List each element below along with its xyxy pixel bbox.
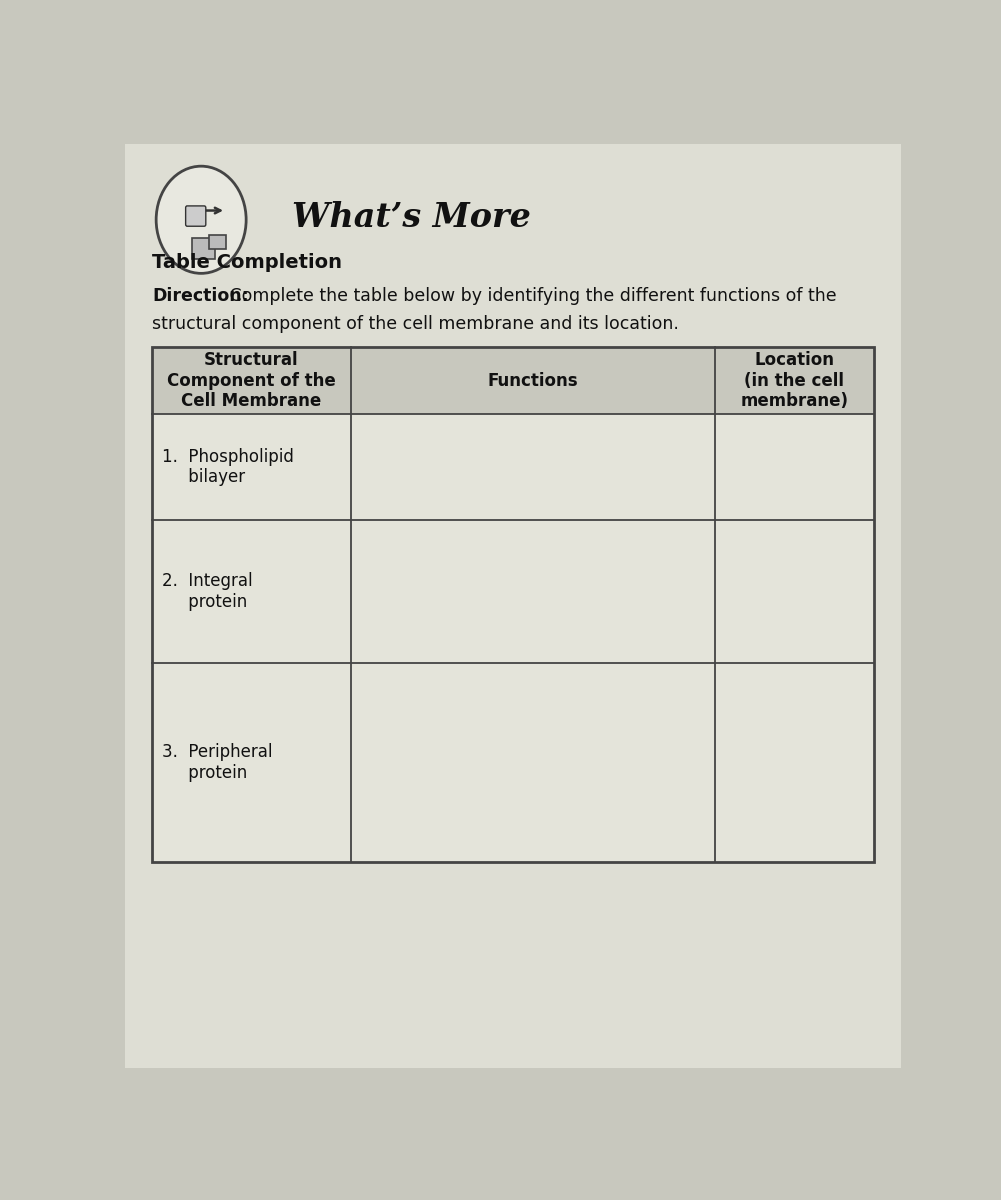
Bar <box>715 347 874 414</box>
Text: 3.  Peripheral
     protein: 3. Peripheral protein <box>161 743 272 782</box>
Bar <box>350 664 715 862</box>
Text: 1.  Phospholipid
     bilayer: 1. Phospholipid bilayer <box>161 448 293 486</box>
Text: 2.  Integral
     protein: 2. Integral protein <box>161 572 252 611</box>
Text: Location
(in the cell
membrane): Location (in the cell membrane) <box>741 350 849 410</box>
Bar <box>350 520 715 664</box>
Bar <box>192 239 215 258</box>
Bar <box>152 520 350 664</box>
Text: What’s More: What’s More <box>292 202 531 234</box>
Bar <box>209 234 226 250</box>
Text: structural component of the cell membrane and its location.: structural component of the cell membran… <box>152 314 679 332</box>
Text: Table Completion: Table Completion <box>152 253 342 271</box>
Bar <box>152 347 874 862</box>
Bar <box>152 414 350 520</box>
Text: Structural
Component of the
Cell Membrane: Structural Component of the Cell Membran… <box>167 350 336 410</box>
Bar <box>350 347 715 414</box>
FancyBboxPatch shape <box>185 206 206 227</box>
Text: Complete the table below by identifying the different functions of the: Complete the table below by identifying … <box>224 287 837 305</box>
Bar <box>715 664 874 862</box>
Bar <box>715 414 874 520</box>
Text: Direction:: Direction: <box>152 287 249 305</box>
Circle shape <box>156 166 246 274</box>
Text: Functions: Functions <box>487 372 579 390</box>
Bar <box>350 414 715 520</box>
Bar <box>152 347 350 414</box>
Bar <box>715 520 874 664</box>
Bar <box>152 664 350 862</box>
